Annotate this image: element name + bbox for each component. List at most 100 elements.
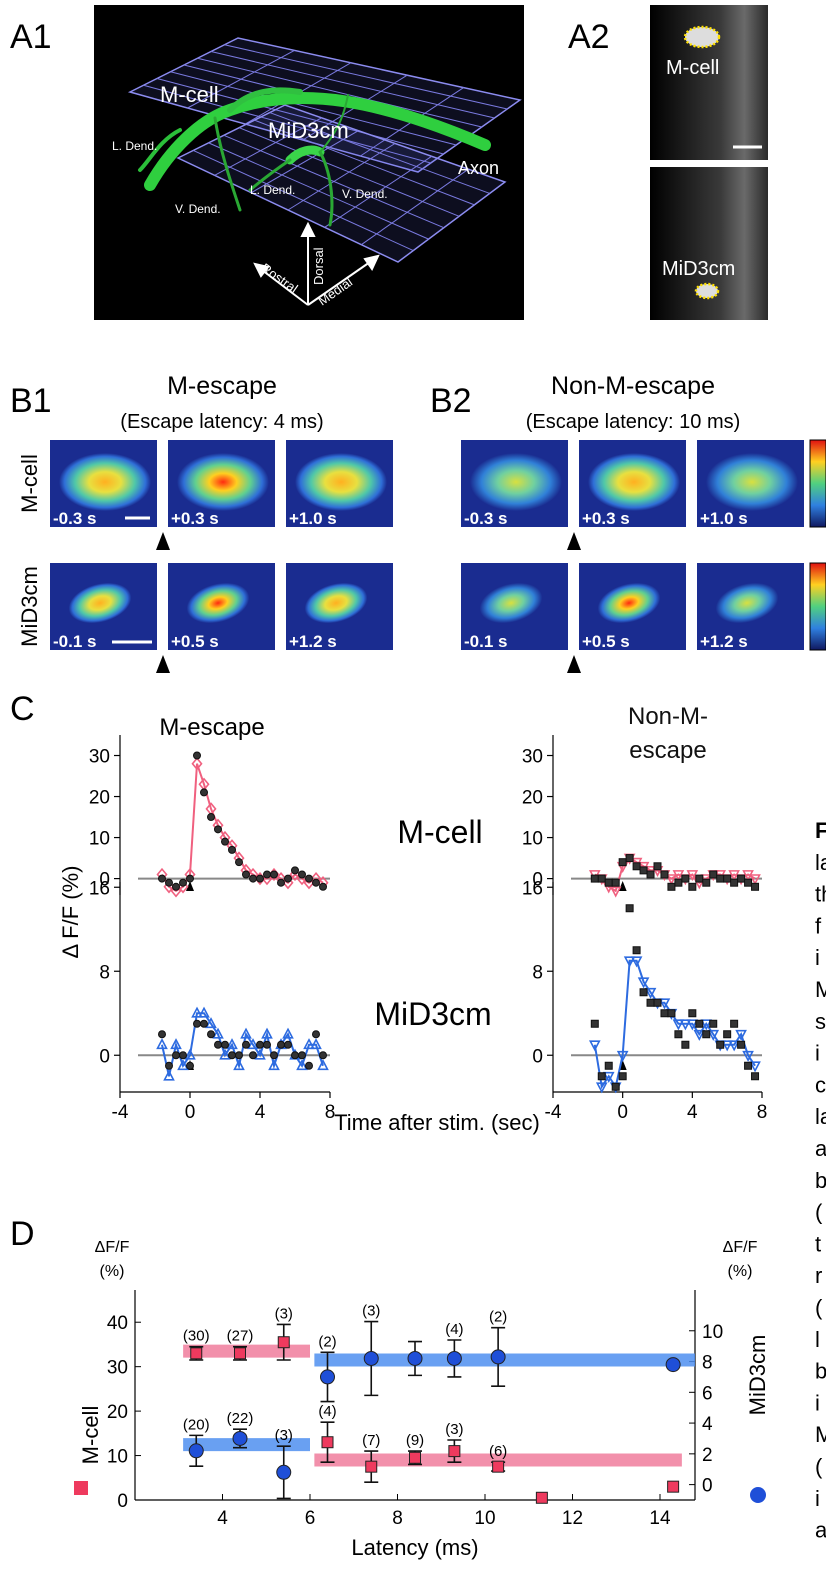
marker — [751, 882, 760, 891]
marker — [207, 813, 215, 822]
n-label: (6) — [489, 1443, 507, 1460]
marker — [716, 874, 725, 883]
stim-arrow — [567, 532, 581, 550]
cell-label: M-cell — [160, 82, 219, 107]
caption-text: r — [815, 1263, 822, 1288]
marker — [249, 874, 257, 883]
caption-text: i — [815, 1041, 820, 1066]
marker — [184, 1048, 196, 1060]
marker — [228, 845, 236, 854]
frame-label: +1.2 s — [289, 632, 337, 651]
marker — [688, 1009, 697, 1018]
trace — [593, 959, 756, 1090]
panel-label: D — [10, 1215, 35, 1253]
marker — [604, 1061, 613, 1070]
axon-label: Axon — [458, 158, 499, 178]
marker — [702, 878, 711, 887]
dendrite-label: V. Dend. — [342, 187, 388, 201]
marker — [214, 1040, 222, 1049]
marker — [186, 1061, 194, 1070]
marker — [665, 1357, 681, 1373]
y2-tick-label: 10 — [702, 1322, 723, 1343]
panel-subtitle: (Escape latency: 10 ms) — [526, 411, 741, 433]
marker — [660, 870, 669, 879]
marker — [193, 751, 201, 760]
frame-label: +1.2 s — [700, 632, 748, 651]
plane-grid — [251, 130, 359, 194]
marker — [233, 1059, 245, 1071]
marker — [221, 1040, 229, 1049]
roi — [694, 282, 720, 300]
plane-grid — [361, 168, 469, 246]
caption-text: M — [815, 1422, 826, 1447]
marker — [249, 1051, 257, 1060]
y-tick-label: 10 — [522, 829, 543, 850]
marker — [193, 1019, 201, 1028]
y-tick-label: 0 — [532, 870, 543, 891]
marker — [695, 1019, 704, 1028]
marker — [240, 1027, 252, 1039]
heatmap-blob — [68, 582, 132, 624]
marker — [602, 1071, 615, 1083]
plane-grid — [197, 57, 482, 128]
marker — [298, 870, 306, 879]
marker — [158, 1030, 166, 1039]
marker — [681, 874, 690, 883]
marker — [284, 1040, 292, 1049]
marker — [303, 1038, 315, 1050]
marker — [407, 1350, 423, 1366]
marker — [256, 1040, 264, 1049]
marker — [277, 1336, 290, 1349]
marker — [609, 886, 622, 898]
marker — [730, 878, 739, 887]
marker — [242, 870, 250, 879]
marker — [665, 874, 678, 886]
marker — [188, 1443, 204, 1459]
marker — [623, 956, 636, 968]
marker — [686, 870, 699, 882]
marker — [200, 1019, 208, 1028]
marker — [221, 837, 229, 846]
plane-grid — [156, 78, 444, 155]
panel-title: M-escape — [167, 372, 277, 400]
marker — [688, 882, 697, 891]
x-tick-label: 8 — [757, 1102, 768, 1123]
n-label: (22) — [227, 1410, 254, 1427]
marker — [212, 1027, 224, 1039]
marker — [674, 1030, 683, 1039]
x-tick-label: 4 — [687, 1102, 698, 1123]
marker — [737, 874, 746, 883]
marker — [695, 874, 704, 883]
axis-label: Dorsal — [311, 247, 326, 285]
heatmap-blob — [470, 453, 562, 511]
marker — [235, 1051, 243, 1060]
marker — [618, 1072, 627, 1081]
marker — [702, 1030, 711, 1039]
plane-grid — [214, 117, 322, 176]
marker — [170, 1038, 182, 1050]
marker — [744, 1061, 753, 1070]
x-tick-label: -4 — [545, 1102, 562, 1123]
marker — [282, 1027, 294, 1039]
marker — [590, 874, 599, 883]
caption-text: i — [815, 1390, 820, 1415]
y-tick-label: 20 — [522, 788, 543, 809]
marker — [660, 1009, 669, 1018]
cell-label: MiD3cm — [268, 118, 349, 143]
caption-text: i — [815, 1486, 820, 1511]
marker — [268, 1059, 280, 1071]
caption-text: b — [815, 1168, 826, 1193]
marker — [247, 1038, 259, 1050]
y-tick-label: 0 — [99, 1046, 110, 1067]
marker — [409, 1451, 421, 1464]
marker — [742, 1050, 754, 1062]
marker — [750, 1487, 766, 1503]
x-tick-label: 6 — [305, 1508, 316, 1529]
marker — [588, 1040, 601, 1052]
marker — [263, 1040, 271, 1049]
marker — [625, 904, 634, 913]
caption-text: la — [815, 1104, 826, 1129]
marker — [179, 1051, 187, 1060]
y-tick-label: 0 — [117, 1491, 128, 1512]
y-tick-label: 30 — [89, 747, 110, 768]
